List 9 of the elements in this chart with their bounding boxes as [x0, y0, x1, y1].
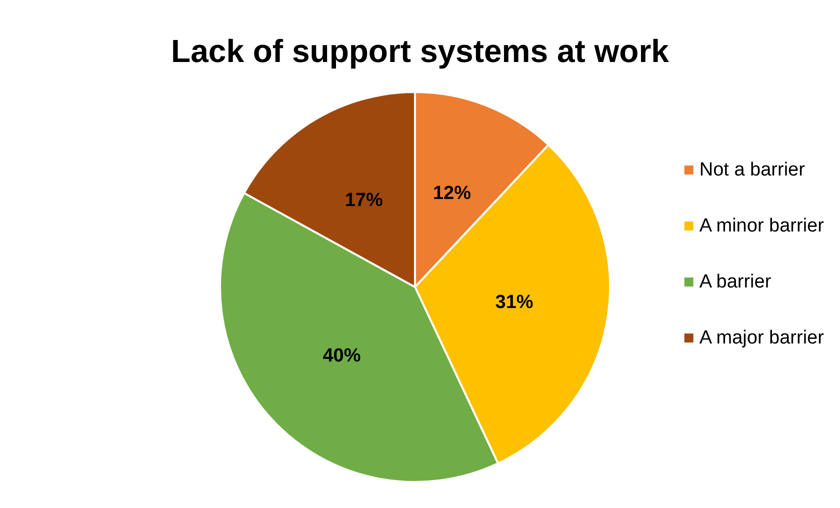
legend-label: A minor barrier	[699, 216, 825, 236]
legend-label: A major barrier	[699, 328, 825, 348]
data-label: 12%	[432, 183, 472, 204]
legend-label: Not a barrier	[699, 160, 806, 180]
data-label: 40%	[322, 345, 361, 366]
legend-label: A barrier	[699, 272, 772, 292]
data-label: 31%	[495, 292, 534, 314]
chart-title: Lack of support systems at work	[171, 33, 670, 69]
data-label: 17%	[344, 190, 383, 211]
